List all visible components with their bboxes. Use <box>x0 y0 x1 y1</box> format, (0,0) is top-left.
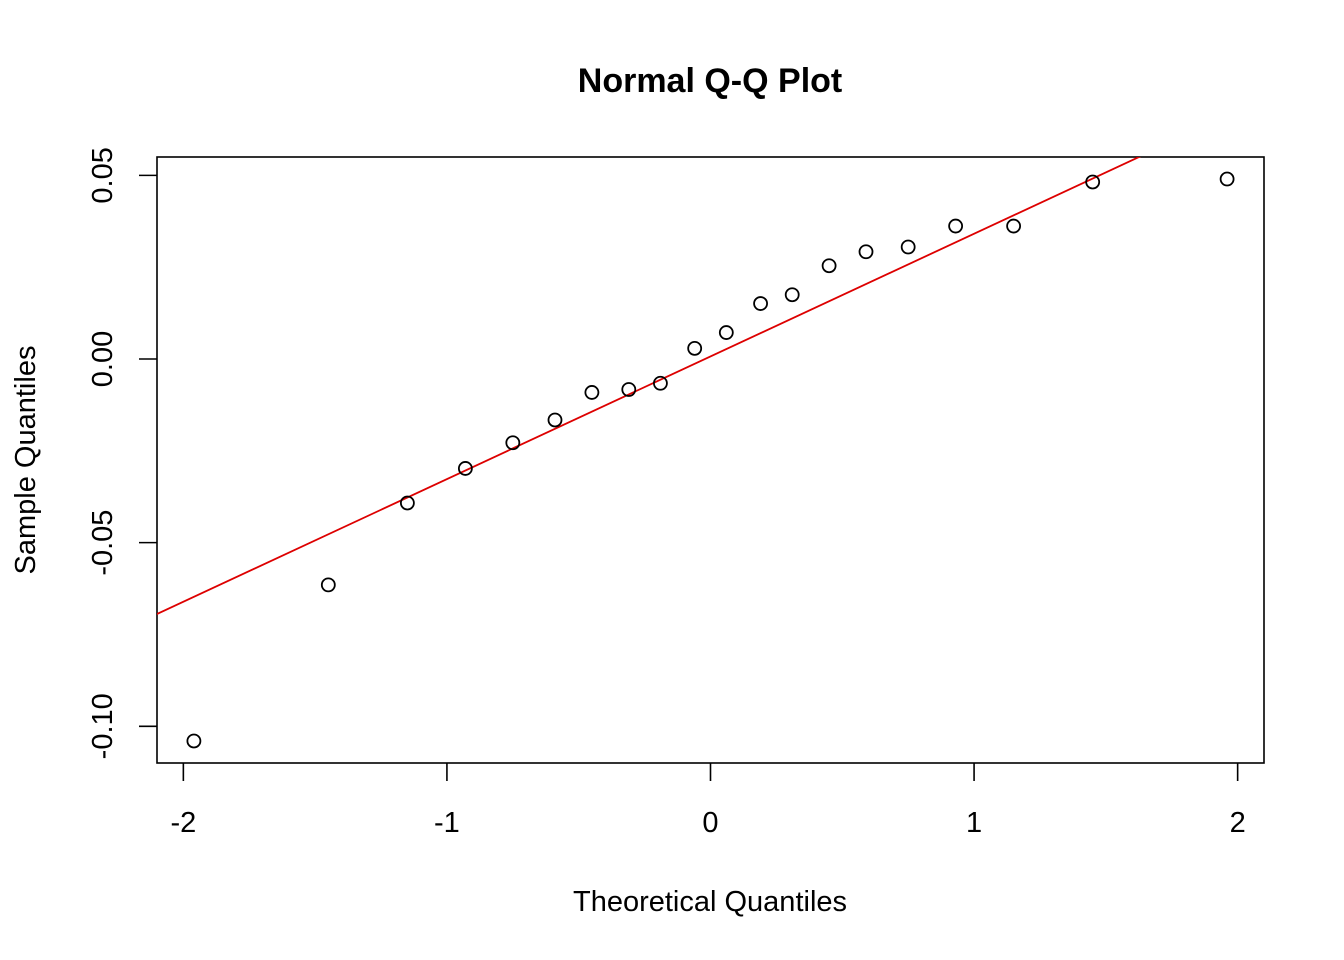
sample-point <box>1006 218 1022 234</box>
sample-point <box>784 287 800 303</box>
sample-point <box>821 258 837 274</box>
sample-point <box>858 244 874 260</box>
sample-point <box>718 325 734 340</box>
sample-point <box>1085 174 1101 190</box>
qq-reference-line <box>157 157 1142 616</box>
sample-point <box>948 218 964 234</box>
x-tick-label: -2 <box>170 807 196 839</box>
sample-points <box>186 171 1235 749</box>
sample-point <box>653 375 668 391</box>
x-axis: -2 -1 0 1 2 <box>170 763 1246 839</box>
sample-point <box>505 435 521 451</box>
x-tick-label: 1 <box>966 807 982 839</box>
sample-point <box>186 733 202 749</box>
sample-point <box>900 239 916 255</box>
x-axis-label: Theoretical Quantiles <box>573 886 847 918</box>
sample-point <box>753 296 768 311</box>
y-axis-label: Sample Quantiles <box>10 346 42 575</box>
y-axis: -0.10 -0.05 0.00 0.05 <box>87 147 157 759</box>
y-tick-label: -0.10 <box>87 693 119 759</box>
y-tick-label: 0.05 <box>87 147 119 203</box>
sample-point <box>399 495 415 511</box>
sample-point <box>547 412 563 428</box>
sample-point <box>584 385 600 400</box>
y-tick-label: -0.05 <box>87 510 119 576</box>
x-tick-label: -1 <box>434 807 460 839</box>
plot-frame <box>156 156 1265 764</box>
x-tick-label: 0 <box>702 807 718 839</box>
chart-title: Normal Q-Q Plot <box>578 62 842 100</box>
y-tick-label: 0.00 <box>87 331 119 387</box>
sample-point <box>1219 171 1235 187</box>
x-tick-label: 2 <box>1230 807 1246 839</box>
sample-point <box>457 461 473 476</box>
sample-point <box>320 577 336 593</box>
sample-point <box>687 340 703 356</box>
sample-point <box>621 382 637 397</box>
